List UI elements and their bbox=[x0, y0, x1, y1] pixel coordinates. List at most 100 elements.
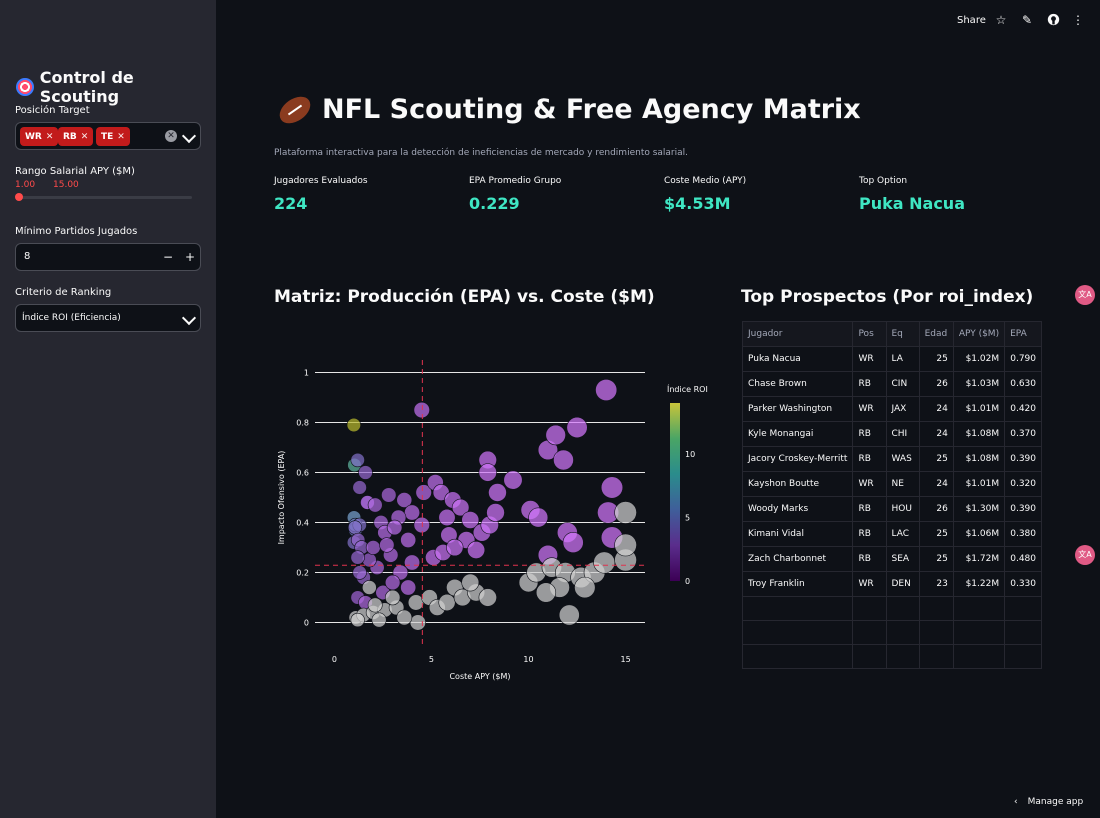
ranking-select[interactable]: Índice ROI (Eficiencia) bbox=[15, 304, 201, 332]
data-point bbox=[346, 417, 361, 433]
page-title-text: NFL Scouting & Free Agency Matrix bbox=[322, 94, 861, 125]
table-cell: RB bbox=[852, 421, 887, 447]
star-icon[interactable]: ☆ bbox=[995, 13, 1007, 27]
table-row[interactable]: Kimani Vidal RB LAC 25 $1.06M 0.380 bbox=[741, 521, 1042, 547]
data-point bbox=[478, 588, 497, 607]
table-row[interactable]: Chase Brown RB CIN 26 $1.03M 0.630 bbox=[741, 371, 1042, 397]
col-header[interactable]: EPA bbox=[1004, 321, 1042, 347]
table-cell: Chase Brown bbox=[741, 371, 854, 397]
tag-rb[interactable]: RB ✕ bbox=[58, 127, 94, 146]
chevron-left-icon: ‹ bbox=[1014, 797, 1018, 807]
table-cell: 25 bbox=[918, 546, 954, 572]
prospects-table[interactable]: Jugador Pos Eq Edad APY ($M) EPA Puka Na… bbox=[741, 321, 1042, 669]
tag-wr[interactable]: WR ✕ bbox=[20, 127, 59, 146]
metric-label: Top Option bbox=[859, 176, 908, 186]
table-cell bbox=[885, 644, 920, 669]
data-point bbox=[488, 483, 507, 502]
table-cell: RB bbox=[852, 446, 887, 472]
data-point bbox=[415, 484, 432, 501]
ranking-value: Índice ROI (Eficiencia) bbox=[22, 313, 121, 323]
edit-icon[interactable]: ✎ bbox=[1021, 13, 1033, 27]
table-row[interactable]: Jacory Croskey-Merritt RB WAS 25 $1.08M 0.390 bbox=[741, 446, 1042, 472]
data-point bbox=[350, 612, 365, 628]
col-header[interactable]: Eq bbox=[885, 321, 920, 347]
chevron-down-icon[interactable] bbox=[181, 310, 197, 326]
table-cell: 0.790 bbox=[1004, 346, 1042, 372]
col-header[interactable]: Pos bbox=[852, 321, 887, 347]
translate-icon[interactable]: 文A bbox=[1075, 285, 1095, 305]
remove-icon[interactable]: ✕ bbox=[80, 131, 89, 142]
col-header[interactable]: Jugador bbox=[741, 321, 854, 347]
table-cell: RB bbox=[852, 546, 887, 572]
data-point bbox=[386, 519, 403, 536]
table-cell: $1.06M bbox=[952, 521, 1006, 547]
table-cell: 24 bbox=[918, 421, 954, 447]
col-header[interactable]: Edad bbox=[918, 321, 954, 347]
salary-slider-track[interactable] bbox=[18, 196, 192, 199]
table-cell bbox=[918, 644, 954, 669]
colorbar bbox=[670, 403, 680, 581]
min-games-input[interactable]: 8 − + bbox=[15, 243, 201, 271]
data-point bbox=[535, 582, 557, 603]
table-cell: $1.22M bbox=[952, 571, 1006, 597]
decrement-button[interactable]: − bbox=[162, 250, 174, 264]
table-row[interactable]: Parker Washington WR JAX 24 $1.01M 0.420 bbox=[741, 396, 1042, 422]
github-icon[interactable] bbox=[1046, 13, 1060, 27]
tag-te[interactable]: TE ✕ bbox=[96, 127, 130, 146]
share-button[interactable]: Share bbox=[957, 15, 986, 26]
data-point bbox=[451, 498, 470, 517]
table-row[interactable]: Kyle Monangai RB CHI 24 $1.08M 0.370 bbox=[741, 421, 1042, 447]
remove-icon[interactable]: ✕ bbox=[117, 131, 125, 142]
metric-players: Jugadores Evaluados 224 bbox=[274, 176, 368, 213]
manage-app-button[interactable]: ‹ Manage app bbox=[1014, 797, 1083, 807]
clear-icon[interactable]: ✕ bbox=[165, 130, 177, 142]
salary-min-value: 1.00 bbox=[15, 180, 36, 190]
table-cell: DEN bbox=[885, 571, 920, 597]
salary-max-value: 15.00 bbox=[53, 180, 79, 190]
chevron-down-icon[interactable] bbox=[181, 128, 197, 144]
sidebar-title-text: Control de Scouting bbox=[39, 68, 134, 106]
min-games-value[interactable]: 8 bbox=[24, 251, 31, 262]
table-row[interactable]: Zach Charbonnet RB SEA 25 $1.72M 0.480 bbox=[741, 546, 1042, 572]
data-point bbox=[347, 520, 363, 535]
table-cell: $1.72M bbox=[952, 546, 1006, 572]
more-menu-icon[interactable]: ⋮ bbox=[1072, 13, 1084, 27]
table-row[interactable]: Kayshon Boutte WR NE 24 $1.01M 0.320 bbox=[741, 471, 1042, 497]
table-cell: $1.01M bbox=[952, 471, 1006, 497]
remove-icon[interactable]: ✕ bbox=[45, 131, 54, 142]
table-cell: WR bbox=[852, 346, 887, 372]
metric-epa: EPA Promedio Grupo 0.229 bbox=[469, 176, 561, 213]
translate-icon[interactable]: 文A bbox=[1075, 545, 1095, 565]
table-row[interactable]: Woody Marks RB HOU 26 $1.30M 0.390 bbox=[741, 496, 1042, 522]
table-cell: 0.390 bbox=[1004, 446, 1042, 472]
ranking-label: Criterio de Ranking bbox=[15, 287, 112, 298]
table-row[interactable]: Puka Nacua WR LA 25 $1.02M 0.790 bbox=[741, 346, 1042, 372]
data-point bbox=[409, 614, 426, 631]
table-cell: 25 bbox=[918, 521, 954, 547]
col-header[interactable]: APY ($M) bbox=[952, 321, 1006, 347]
data-point bbox=[528, 507, 549, 528]
salary-slider-handle[interactable] bbox=[15, 193, 23, 201]
data-point bbox=[593, 551, 616, 574]
table-cell: JAX bbox=[885, 396, 920, 422]
data-point bbox=[350, 452, 365, 468]
data-point bbox=[352, 565, 367, 580]
table-row[interactable]: Troy Franklin WR DEN 23 $1.22M 0.330 bbox=[741, 571, 1042, 597]
table-cell bbox=[918, 620, 954, 645]
manage-app-label: Manage app bbox=[1027, 797, 1084, 807]
table-header-row: Jugador Pos Eq Edad APY ($M) EPA bbox=[741, 321, 1042, 347]
page-subtitle: Plataforma interactiva para la detección… bbox=[274, 148, 689, 158]
increment-button[interactable]: + bbox=[184, 250, 196, 264]
data-point bbox=[438, 508, 456, 527]
chart-section-title: Matriz: Producción (EPA) vs. Coste ($M) bbox=[274, 287, 655, 307]
position-multiselect[interactable]: WR ✕ RB ✕ TE ✕ ✕ bbox=[15, 122, 201, 150]
position-label: Posición Target bbox=[15, 105, 90, 116]
table-cell: Kyle Monangai bbox=[741, 421, 854, 447]
table-cell: 24 bbox=[918, 471, 954, 497]
table-cell bbox=[741, 620, 854, 645]
table-cell: $1.01M bbox=[952, 396, 1006, 422]
table-row-empty bbox=[741, 596, 1042, 621]
data-point bbox=[486, 503, 505, 522]
table-cell: Zach Charbonnet bbox=[741, 546, 854, 572]
